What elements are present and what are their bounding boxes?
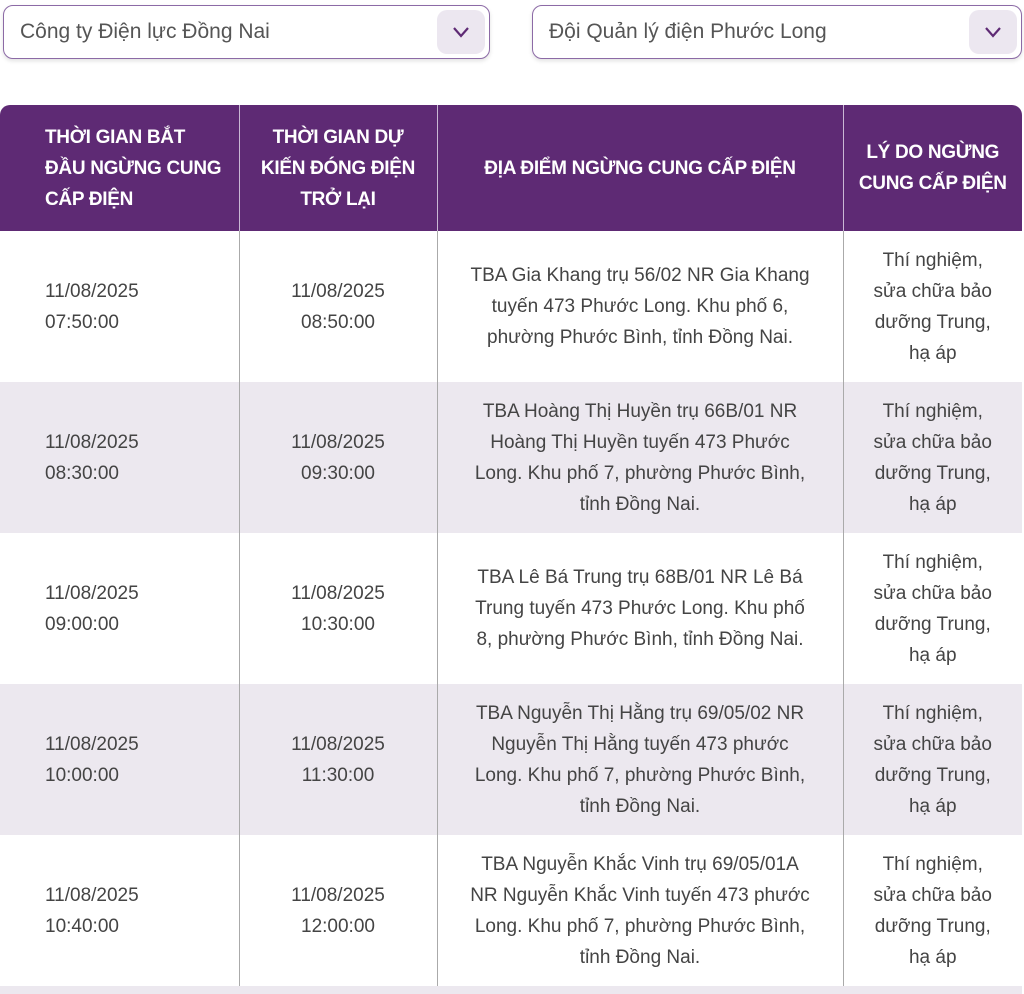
cell-end: 11/08/2025 11:30:00 (239, 684, 438, 835)
cell-reason: Thí nghiệm, sửa chữa bảo dưỡng Trung, hạ… (843, 684, 1022, 835)
outage-table: THỜI GIAN BẮT ĐẦU NGỪNG CUNG CẤP ĐIỆN TH… (0, 105, 1022, 986)
cell-location: TBA Lê Bá Trung trụ 68B/01 NR Lê Bá Trun… (437, 533, 844, 684)
cell-end: 11/08/2025 08:50:00 (239, 231, 438, 382)
team-select[interactable]: Đội Quản lý điện Phước Long (532, 5, 1022, 59)
table-row: 11/08/2025 09:00:00 11/08/2025 10:30:00 TB… (0, 533, 1022, 684)
cell-start: 11/08/2025 09:00:00 (0, 533, 240, 684)
header-reason: LÝ DO NGỪNG CUNG CẤP ĐIỆN (843, 105, 1022, 231)
chevron-down-icon[interactable] (437, 10, 485, 54)
header-location: ĐỊA ĐIỂM NGỪNG CUNG CẤP ĐIỆN (437, 105, 844, 231)
table-row: 11/08/2025 08:30:00 11/08/2025 09:30:00 TB… (0, 382, 1022, 533)
cell-location: TBA Nguyễn Thị Hằng trụ 69/05/02 NR Nguy… (437, 684, 844, 835)
cell-reason: Thí nghiệm, sửa chữa bảo dưỡng Trung, hạ… (873, 249, 992, 364)
company-select[interactable]: Công ty Điện lực Đồng Nai (3, 5, 490, 59)
company-select-value: Công ty Điện lực Đồng Nai (20, 20, 270, 43)
cell-start: 11/08/2025 08:30:00 (0, 382, 240, 533)
cell-start: 11/08/2025 07:50:00 (0, 231, 240, 382)
table-row: 11/08/2025 10:40:00 11/08/2025 12:00:00 TB… (0, 835, 1022, 986)
cell-reason: Thí nghiệm, sửa chữa bảo dưỡng Trung, hạ… (873, 853, 992, 968)
table-row: 11/08/2025 07:50:00 11/08/2025 08:50:00 TB… (0, 231, 1022, 382)
cell-end: 11/08/2025 10:30:00 (239, 533, 438, 684)
cell-start: 11/08/2025 10:00:00 (0, 684, 240, 835)
next-row-partial (0, 986, 1022, 994)
cell-end: 11/08/2025 09:30:00 (239, 382, 438, 533)
cell-location: TBA Gia Khang trụ 56/02 NR Gia Khang tuy… (437, 231, 844, 382)
chevron-down-icon[interactable] (969, 10, 1017, 54)
cell-reason: Thí nghiệm, sửa chữa bảo dưỡng Trung, hạ… (873, 551, 992, 666)
cell-end: 11/08/2025 12:00:00 (239, 835, 438, 986)
team-select-value: Đội Quản lý điện Phước Long (549, 20, 827, 43)
cell-reason: Thí nghiệm, sửa chữa bảo dưỡng Trung, hạ… (843, 382, 1022, 533)
cell-location: TBA Hoàng Thị Huyền trụ 66B/01 NR Hoàng … (437, 382, 844, 533)
header-end-time: THỜI GIAN DỰ KIẾN ĐÓNG ĐIỆN TRỞ LẠI (239, 105, 438, 231)
cell-location: TBA Nguyễn Khắc Vinh trụ 69/05/01A NR Ng… (437, 835, 844, 986)
cell-start: 11/08/2025 10:40:00 (0, 835, 240, 986)
header-start-time: THỜI GIAN BẮT ĐẦU NGỪNG CUNG CẤP ĐIỆN (0, 105, 240, 231)
table-row: 11/08/2025 10:00:00 11/08/2025 11:30:00 TB… (0, 684, 1022, 835)
